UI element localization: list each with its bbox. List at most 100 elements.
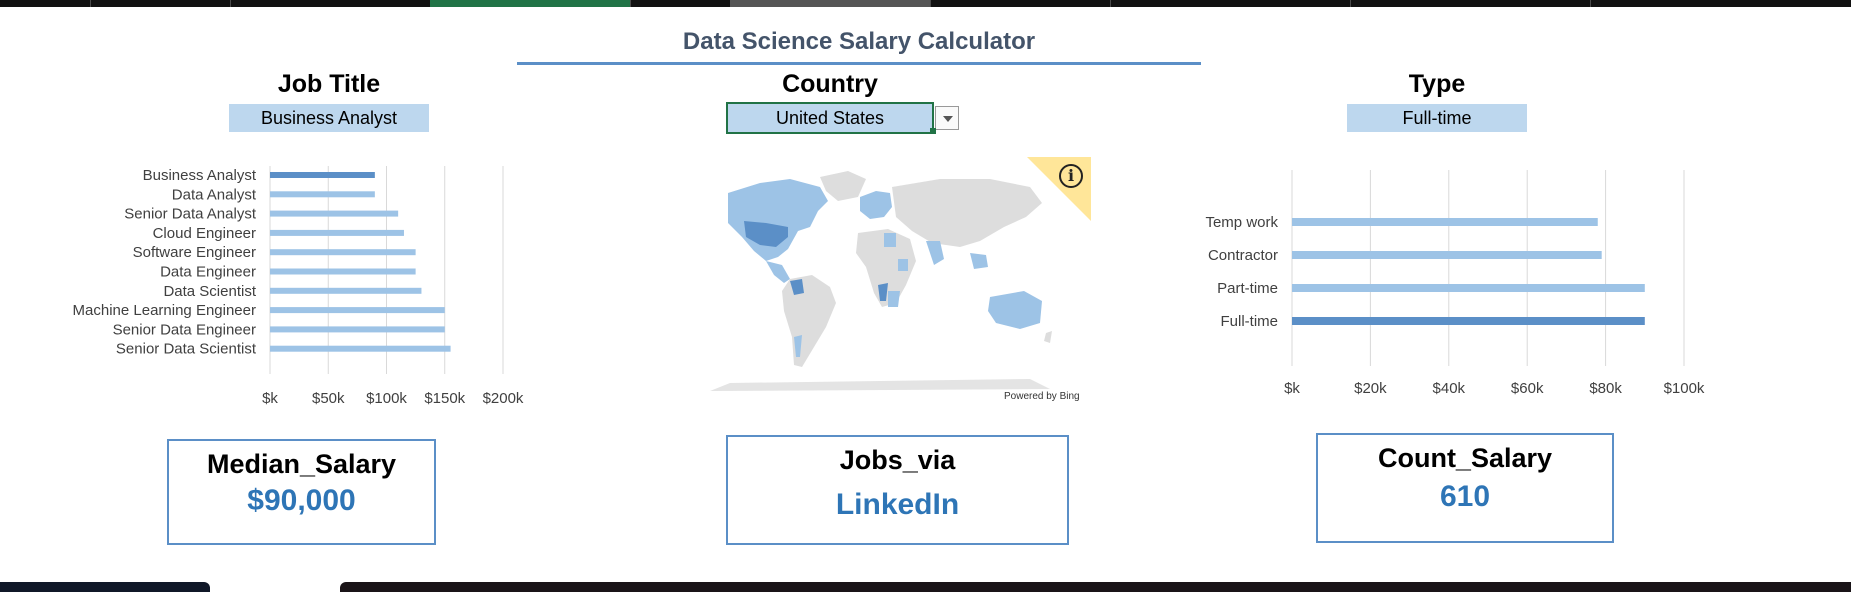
column-cell[interactable] <box>930 0 1111 7</box>
map-antarctica <box>710 379 1050 391</box>
map-united-states[interactable] <box>744 221 788 247</box>
job-title-salary-chart[interactable]: $k $50k $100k $150k $200k Business Analyst Dat… <box>0 160 560 420</box>
country-dropdown-button[interactable] <box>935 106 959 130</box>
job-chart-category-label: Software Engineer <box>133 244 256 261</box>
map-australia[interactable] <box>988 291 1042 329</box>
map-namibia[interactable] <box>878 283 888 301</box>
job-chart-bar[interactable] <box>270 172 375 178</box>
job-chart-bar[interactable] <box>270 229 404 236</box>
map-asia <box>892 179 1042 247</box>
jobs-via-label: Jobs_via <box>839 445 956 475</box>
job-chart-category-label: Machine Learning Engineer <box>73 302 256 319</box>
country-selector[interactable]: United States <box>726 102 934 134</box>
column-cell[interactable] <box>730 0 931 7</box>
jobs-via-card: Jobs_via LinkedIn <box>726 435 1069 545</box>
map-india[interactable] <box>926 241 944 265</box>
type-chart-x-tick: $40k <box>1433 380 1466 397</box>
job-chart-bar[interactable] <box>270 191 375 198</box>
world-map[interactable]: Powered by Bing <box>670 157 1090 402</box>
type-heading: Type <box>1408 70 1466 98</box>
dashboard-title: Data Science Salary Calculator <box>682 28 1036 55</box>
type-chart-x-tick: $k <box>1284 380 1300 397</box>
type-chart-category-label: Temp work <box>1205 214 1278 231</box>
type-chart-x-tick: $80k <box>1589 380 1622 397</box>
taskbar-right <box>340 582 1851 592</box>
taskbar-left <box>0 582 210 592</box>
type-chart-bar[interactable] <box>1292 317 1645 325</box>
job-chart-bar[interactable] <box>270 268 416 275</box>
column-cell[interactable] <box>1350 0 1591 7</box>
type-chart-bar[interactable] <box>1292 218 1598 226</box>
type-chart-category-label: Contractor <box>1208 247 1278 264</box>
job-chart-x-tick: $50k <box>312 390 345 407</box>
bottom-strip <box>0 582 1851 592</box>
map-kenya[interactable] <box>898 259 908 271</box>
cell-fill-handle[interactable] <box>930 128 936 134</box>
column-cell[interactable] <box>630 0 731 7</box>
job-chart-x-tick: $150k <box>424 390 465 407</box>
column-cell[interactable] <box>90 0 231 7</box>
job-chart-category-label: Cloud Engineer <box>153 225 256 242</box>
job-chart-category-label: Data Scientist <box>163 283 256 300</box>
job-chart-bar[interactable] <box>270 210 399 217</box>
column-cell[interactable] <box>1590 0 1851 7</box>
map-south-america <box>782 275 836 367</box>
map-southeast-asia[interactable] <box>970 253 988 269</box>
job-chart-category-label: Business Analyst <box>143 167 257 184</box>
job-type-salary-chart[interactable]: $k $20k $40k $60k $80k $100k Temp work Contract… <box>1160 160 1720 420</box>
job-chart-category-label: Data Analyst <box>172 186 257 203</box>
job-chart-category-label: Senior Data Engineer <box>113 321 256 338</box>
job-chart-category-label: Data Engineer <box>160 264 256 281</box>
map-north-america[interactable] <box>728 179 828 261</box>
type-chart-category-label: Part-time <box>1217 280 1278 297</box>
job-chart-category-label: Senior Data Analyst <box>124 206 257 223</box>
job-chart-bar[interactable] <box>270 345 451 352</box>
job-chart-x-tick: $k <box>262 390 278 407</box>
world-map-svg <box>710 171 1052 391</box>
job-chart-bar[interactable] <box>270 249 416 256</box>
type-chart-x-tick: $60k <box>1511 380 1544 397</box>
type-chart-category-label: Full-time <box>1220 313 1278 330</box>
median-salary-value: $90,000 <box>247 484 356 517</box>
count-salary-card: Count_Salary 610 <box>1316 433 1614 543</box>
job-chart-bar[interactable] <box>270 287 422 294</box>
title-underline <box>517 62 1201 65</box>
column-cell[interactable] <box>230 0 431 7</box>
map-colombia[interactable] <box>790 279 804 295</box>
map-central-america[interactable] <box>766 261 790 283</box>
median-salary-card: Median_Salary $90,000 <box>167 439 436 545</box>
job-chart-x-tick: $200k <box>483 390 524 407</box>
job-title-heading: Job Title <box>277 70 381 98</box>
map-chile[interactable] <box>794 335 802 357</box>
info-icon[interactable]: i <box>1059 164 1083 188</box>
map-africa <box>856 229 916 307</box>
type-chart-x-tick: $20k <box>1354 380 1387 397</box>
type-chart-svg: $k $20k $40k $60k $80k $100k Temp work Contract… <box>1205 170 1705 397</box>
country-heading: Country <box>782 70 878 98</box>
map-attribution: Powered by Bing <box>1004 391 1080 402</box>
map-egypt[interactable] <box>884 233 896 247</box>
median-salary-label: Median_Salary <box>206 449 397 479</box>
job-chart-bar[interactable] <box>270 307 445 314</box>
job-chart-category-label: Senior Data Scientist <box>116 341 257 358</box>
type-selector[interactable]: Full-time <box>1347 104 1527 132</box>
selected-column-cell[interactable] <box>430 0 631 7</box>
map-greenland <box>820 171 866 201</box>
type-chart-bar[interactable] <box>1292 284 1645 292</box>
map-europe[interactable] <box>860 191 892 219</box>
sheet-grid-strip <box>0 0 1851 7</box>
job-chart-x-tick: $100k <box>366 390 407 407</box>
column-cell[interactable] <box>1110 0 1351 7</box>
column-cell[interactable] <box>0 0 91 7</box>
count-salary-label: Count_Salary <box>1377 443 1553 473</box>
job-title-selector[interactable]: Business Analyst <box>229 104 429 132</box>
map-info-flag[interactable] <box>1027 157 1091 221</box>
jobs-via-value: LinkedIn <box>835 488 960 521</box>
map-new-zealand <box>1044 331 1052 343</box>
type-chart-bar[interactable] <box>1292 251 1602 259</box>
count-salary-value: 610 <box>1439 480 1491 513</box>
job-chart-bar[interactable] <box>270 326 445 333</box>
type-chart-x-tick: $100k <box>1664 380 1705 397</box>
job-chart-svg: $k $50k $100k $150k $200k Business Analyst Dat… <box>73 166 524 407</box>
map-south-africa[interactable] <box>888 291 900 307</box>
